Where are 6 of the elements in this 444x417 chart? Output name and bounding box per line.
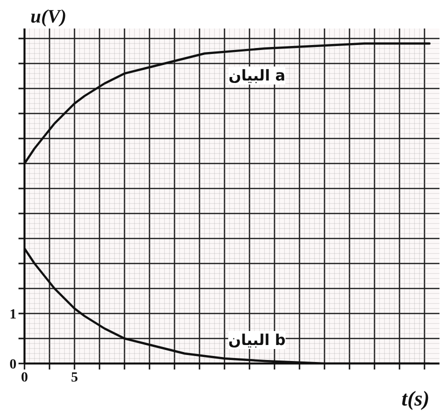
- series-label: البيان a: [228, 66, 286, 84]
- series-label: البيان b: [228, 331, 286, 349]
- x-tick-label: 5: [71, 370, 78, 386]
- y-tick-label: 1: [10, 308, 16, 322]
- x-axis-title: t(s): [402, 386, 430, 410]
- y-axis-title: u(V): [30, 6, 66, 28]
